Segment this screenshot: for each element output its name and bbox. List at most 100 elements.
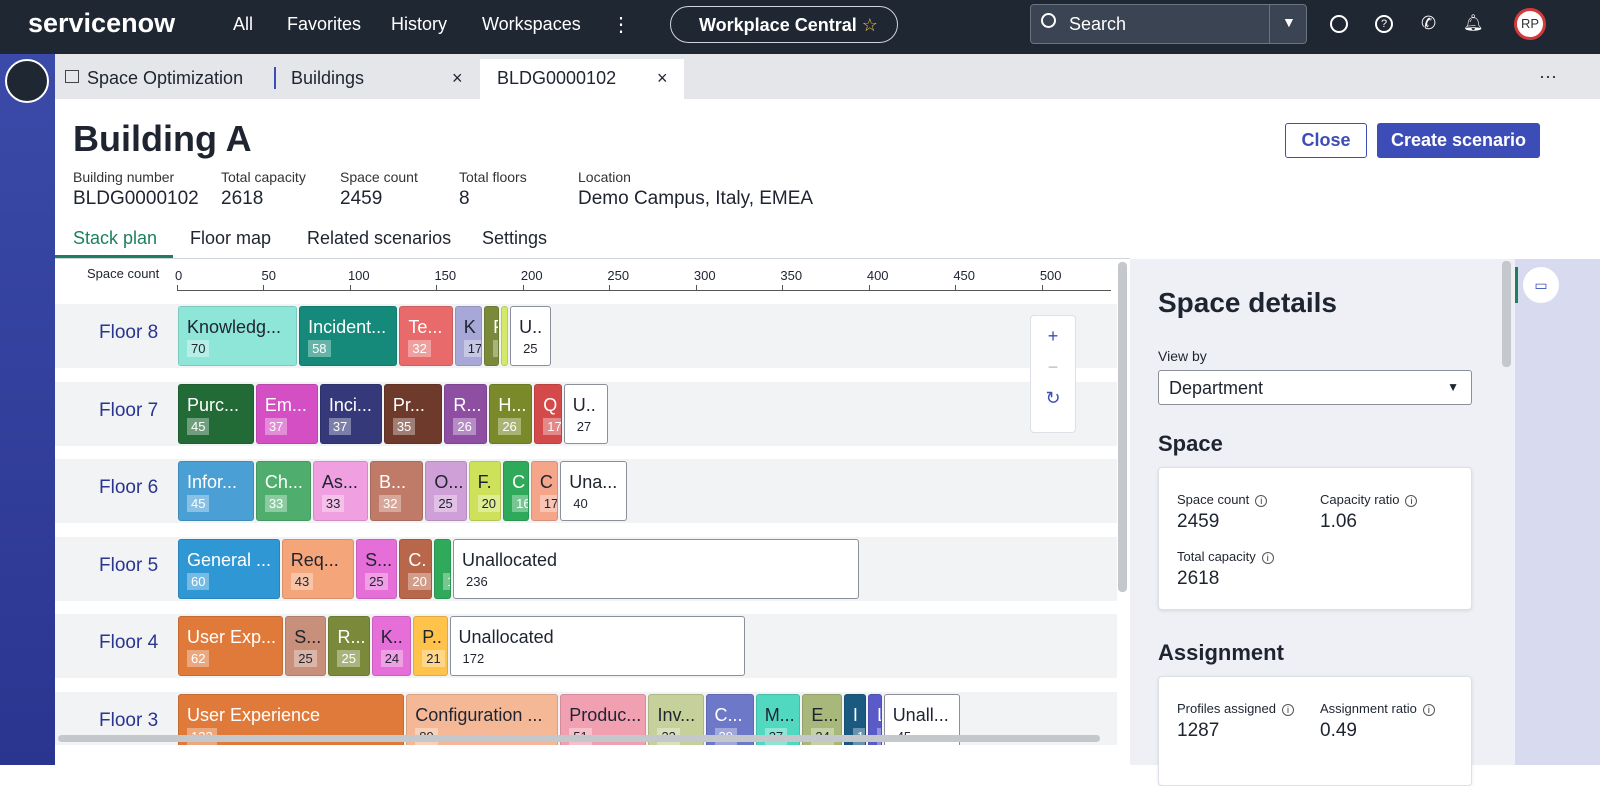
phone-icon[interactable]: ✆: [1421, 13, 1437, 33]
segment[interactable]: Ch... 33: [255, 461, 311, 521]
segment[interactable]: Q 17: [534, 383, 562, 444]
segment[interactable]: K.. 24: [371, 616, 412, 676]
reset-zoom[interactable]: ↻: [1045, 388, 1061, 408]
segment-label: As...: [321, 472, 358, 492]
scrollbar: [1118, 262, 1127, 592]
segment[interactable]: R... 25: [328, 616, 370, 676]
star-icon[interactable]: ☆: [861, 15, 878, 35]
segment-value: 11: [442, 572, 450, 590]
divider: [55, 258, 1130, 259]
search-dropdown[interactable]: ▼: [1282, 14, 1296, 30]
search-icon: [1041, 13, 1056, 28]
workspace-pill[interactable]: Workplace Central ☆: [670, 6, 898, 43]
segment-label: R...: [453, 394, 482, 415]
segment-label: Em...: [264, 394, 307, 415]
segment-label: Req...: [290, 549, 339, 570]
nav-link[interactable]: Workspaces: [482, 14, 581, 34]
zoom-in[interactable]: +: [1047, 326, 1059, 346]
segment[interactable]: Purc... 45: [178, 383, 254, 444]
segment[interactable]: Unallocated 172: [449, 616, 746, 676]
segment[interactable]: Pr... 35: [383, 383, 443, 444]
segment[interactable]: C 16: [503, 461, 529, 521]
search-box[interactable]: Search ▼: [1030, 4, 1307, 44]
create-scenario-button[interactable]: Create scenario: [1377, 123, 1540, 158]
zoom-out[interactable]: −: [1047, 357, 1059, 377]
info-icon[interactable]: i: [1282, 703, 1294, 716]
stack-plan: Space count 0 50 100 150 200 250 300 350 400 450 50…: [55, 259, 1130, 745]
close-tab[interactable]: ×: [657, 68, 668, 88]
segment[interactable]: F. 20: [468, 461, 502, 521]
tick-mark: [263, 285, 265, 290]
view-by-select[interactable]: Department ▼: [1158, 370, 1472, 405]
segment[interactable]: K 17: [454, 306, 483, 366]
segment-label: Inv...: [657, 704, 696, 725]
view-tab[interactable]: Related scenarios: [307, 228, 452, 248]
segment-value: 33: [264, 495, 288, 512]
segment[interactable]: S... 25: [285, 616, 327, 676]
more-menu[interactable]: ⋮: [611, 14, 631, 36]
field-label: Location: [578, 169, 631, 185]
segment[interactable]: Infor... 45: [178, 461, 254, 521]
segment[interactable]: C. 20: [399, 538, 432, 599]
segment[interactable]: O... 25: [425, 461, 467, 521]
view-tab[interactable]: Settings: [482, 228, 548, 248]
segment-label: C.: [408, 549, 427, 570]
segment[interactable]: Una... 40: [560, 461, 628, 521]
avatar[interactable]: RP: [1514, 8, 1546, 40]
close-button[interactable]: Close: [1285, 123, 1367, 158]
segment[interactable]: S... 25: [356, 538, 398, 599]
active-tab[interactable]: BLDG0000102 ×: [480, 59, 684, 99]
view-tab[interactable]: Stack plan: [73, 228, 158, 248]
segment[interactable]: Req... 43: [281, 538, 355, 599]
info-icon[interactable]: i: [1422, 703, 1435, 716]
details-toggle[interactable]: ▭: [1523, 267, 1559, 303]
segment-value: 16: [512, 495, 528, 512]
segment[interactable]: User Exp... 62: [178, 616, 284, 676]
segment-value: 70: [187, 340, 210, 357]
bell-icon[interactable]: 🔔︎: [1463, 15, 1484, 32]
nav-link[interactable]: History: [391, 14, 448, 34]
view-tab[interactable]: Floor map: [190, 228, 272, 248]
nav-link[interactable]: Favorites: [287, 14, 362, 34]
scrollbar: [1502, 261, 1511, 367]
segment[interactable]: Knowledg... 70: [178, 306, 298, 366]
segment[interactable]: Te... 32: [399, 306, 453, 366]
segment[interactable]: H... 26: [489, 383, 533, 444]
segment-value: 26: [498, 417, 521, 435]
info-icon[interactable]: i: [1405, 494, 1418, 507]
floor-label: Floor 3: [99, 709, 159, 731]
segment[interactable]: U.. 25: [510, 306, 552, 366]
info-icon[interactable]: i: [1255, 494, 1268, 507]
workspace-icon[interactable]: [5, 59, 49, 103]
globe-icon[interactable]: [1330, 15, 1348, 33]
segment-label: R...: [337, 627, 366, 647]
brand[interactable]: servicenow: [28, 8, 176, 38]
segment-label: Pr...: [392, 394, 425, 415]
segment[interactable]: R. 10: [484, 306, 500, 366]
segment[interactable]: Unallocated 236: [453, 538, 860, 599]
segment[interactable]: Em... 37: [255, 383, 318, 444]
segment[interactable]: B... 32: [369, 461, 424, 521]
segment[interactable]: Incident... 58: [299, 306, 398, 366]
active-indicator: [1515, 267, 1518, 303]
segment-value: 37: [264, 417, 288, 435]
more-tabs[interactable]: ···: [1539, 66, 1557, 86]
nav-link[interactable]: All: [233, 14, 254, 34]
tab[interactable]: Space Optimization: [87, 68, 244, 88]
info-icon[interactable]: i: [1261, 551, 1274, 564]
floor-label: Floor 8: [99, 322, 159, 343]
segment[interactable]: As... 33: [312, 461, 368, 521]
segment[interactable]: Inci... 37: [319, 383, 382, 444]
segment[interactable]: 11: [433, 538, 451, 599]
segment[interactable]: General ... 60: [178, 538, 280, 599]
segment[interactable]: U.. 27: [563, 383, 609, 444]
tab-label: BLDG0000102: [497, 68, 617, 88]
segment[interactable]: P.. 21: [413, 616, 448, 676]
segment-value: 40: [573, 496, 588, 511]
close-tab[interactable]: ×: [452, 68, 463, 88]
help-icon[interactable]: ?: [1375, 15, 1393, 33]
segment[interactable]: C5: [501, 306, 509, 366]
segment[interactable]: R... 26: [444, 383, 488, 444]
segment[interactable]: C 17: [530, 461, 559, 521]
tab[interactable]: Buildings: [291, 68, 365, 88]
